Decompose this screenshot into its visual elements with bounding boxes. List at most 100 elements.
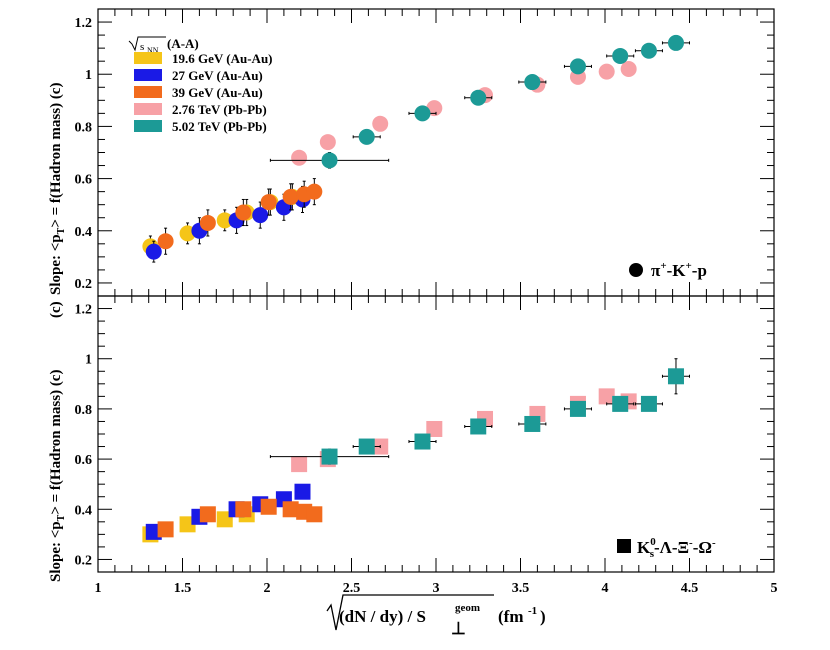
top-series-tev502 bbox=[269, 34, 690, 169]
data-point bbox=[282, 188, 299, 205]
xtick-label: 4 bbox=[602, 581, 609, 596]
xtick-label: 3.5 bbox=[512, 581, 530, 596]
legend-entry: 2.76 TeV (Pb-Pb) bbox=[134, 102, 267, 117]
x-axis-title: (dN / dy) / S geom ⊥ (fm -1 ) bbox=[326, 594, 546, 638]
bottom-ytick-label: 1.2 bbox=[75, 303, 93, 318]
annotation-circle-marker bbox=[629, 263, 643, 277]
top-y-label-sub: T bbox=[56, 227, 67, 234]
data-point bbox=[216, 212, 233, 229]
top-ytick-label: 0.6 bbox=[75, 173, 93, 188]
data-point bbox=[598, 63, 615, 80]
x-title-main: (dN / dy) / S bbox=[339, 607, 426, 626]
annotation-bottom-k: K bbox=[637, 538, 651, 557]
annotation-top-sup2: + bbox=[686, 260, 692, 272]
data-point bbox=[306, 506, 323, 523]
bottom-series-tev502 bbox=[269, 358, 690, 465]
annotation-square-marker bbox=[617, 539, 631, 553]
data-point bbox=[260, 498, 277, 515]
data-point bbox=[157, 521, 174, 538]
annotation-top-k: -K bbox=[667, 261, 687, 280]
annotation-top-p: -p bbox=[692, 261, 707, 280]
legend-swatch bbox=[134, 86, 162, 98]
legend-label: 39 GeV (Au-Au) bbox=[172, 85, 263, 100]
bottom-ytick-label: 0.2 bbox=[75, 553, 93, 568]
bottom-y-label-pre: Slope: <p bbox=[48, 521, 64, 582]
legend: s NN (A-A) 19.6 GeV (Au-Au) 27 GeV (Au-Au… bbox=[128, 36, 273, 134]
data-point bbox=[414, 433, 431, 450]
data-point bbox=[319, 134, 336, 151]
xtick-label: 1 bbox=[95, 581, 102, 596]
x-title-units: (fm bbox=[498, 607, 523, 626]
xtick-label: 3 bbox=[433, 581, 440, 596]
bottom-y-axis-label: Slope: <pT> = f(Hadron mass) (c) bbox=[48, 370, 67, 582]
xtick-label: 4.5 bbox=[681, 581, 699, 596]
bottom-ytick-label: 1 bbox=[85, 353, 92, 368]
x-title-sqrt-symbol bbox=[326, 594, 494, 631]
legend-entry: 5.02 TeV (Pb-Pb) bbox=[134, 119, 267, 134]
overlap-c-label: (c) bbox=[48, 301, 64, 318]
data-point bbox=[321, 152, 338, 169]
data-point bbox=[640, 42, 657, 59]
top-y-axis-label: Slope: <pT> = f(Hadron mass) (c) bbox=[48, 83, 67, 295]
legend-entry: 19.6 GeV (Au-Au) bbox=[134, 51, 273, 66]
legend-header-text: (A-A) bbox=[167, 36, 199, 51]
data-point bbox=[524, 74, 541, 91]
annotation-bottom-subs: s bbox=[650, 548, 655, 560]
data-point bbox=[426, 420, 443, 437]
data-point bbox=[358, 128, 375, 145]
x-title-close: ) bbox=[540, 607, 546, 626]
xtick-label: 2.5 bbox=[343, 581, 361, 596]
x-title-units-sup: -1 bbox=[528, 605, 537, 617]
top-y-label-post: > = f(Hadron mass) (c) bbox=[48, 83, 64, 228]
sqrt-symbol bbox=[128, 36, 166, 52]
legend-swatch bbox=[134, 120, 162, 132]
data-point bbox=[157, 233, 174, 250]
top-annotation: π+-K+-p bbox=[629, 260, 707, 280]
annotation-top-label: π+-K+-p bbox=[651, 260, 707, 280]
bottom-ytick-label: 0.6 bbox=[75, 453, 93, 468]
bottom-annotation: K0 s-Λ-Ξ--Ω- bbox=[617, 536, 716, 560]
data-point bbox=[358, 438, 375, 455]
data-point bbox=[235, 501, 252, 518]
bottom-ytick-label: 0.8 bbox=[75, 403, 93, 418]
data-point bbox=[640, 395, 657, 412]
xtick-label: 1.5 bbox=[174, 581, 192, 596]
annotation-bottom-label: K0 s-Λ-Ξ--Ω- bbox=[637, 536, 716, 560]
data-point bbox=[252, 207, 269, 224]
data-point bbox=[235, 204, 252, 221]
annotation-bottom-lambda-xi: -Λ-Ξ bbox=[654, 538, 689, 557]
legend-header: s NN (A-A) bbox=[128, 36, 199, 55]
legend-swatch bbox=[134, 69, 162, 81]
x-title-perp: ⊥ bbox=[451, 619, 466, 638]
xtick-label: 2 bbox=[264, 581, 271, 596]
top-series-gev39 bbox=[157, 178, 323, 255]
bottom-ytick-label: 0.4 bbox=[75, 503, 93, 518]
data-point bbox=[612, 395, 629, 412]
bottom-y-label-sub: T bbox=[56, 514, 67, 521]
data-point bbox=[145, 243, 162, 260]
data-point bbox=[321, 448, 338, 465]
data-point bbox=[612, 47, 629, 64]
data-point bbox=[414, 105, 431, 122]
legend-entry: 27 GeV (Au-Au) bbox=[134, 68, 263, 83]
data-point bbox=[524, 415, 541, 432]
data-point bbox=[291, 149, 308, 166]
annotation-bottom-sup-minus2: - bbox=[712, 537, 716, 549]
data-point bbox=[569, 58, 586, 75]
legend-label: 2.76 TeV (Pb-Pb) bbox=[172, 102, 267, 117]
legend-entry: 39 GeV (Au-Au) bbox=[134, 85, 263, 100]
data-point bbox=[569, 400, 586, 417]
data-point bbox=[667, 368, 684, 385]
data-point bbox=[620, 61, 637, 78]
data-point bbox=[598, 388, 615, 405]
annotation-bottom-omega: -Ω bbox=[693, 538, 712, 557]
legend-header-sqrt-sub: NN bbox=[147, 46, 159, 55]
data-point bbox=[282, 501, 299, 518]
top-ytick-label: 0.8 bbox=[75, 120, 93, 135]
data-point bbox=[470, 89, 487, 106]
bottom-series-gev39 bbox=[157, 498, 323, 538]
legend-label: 27 GeV (Au-Au) bbox=[172, 68, 263, 83]
data-point bbox=[470, 418, 487, 435]
top-ytick-label: 0.4 bbox=[75, 225, 93, 240]
